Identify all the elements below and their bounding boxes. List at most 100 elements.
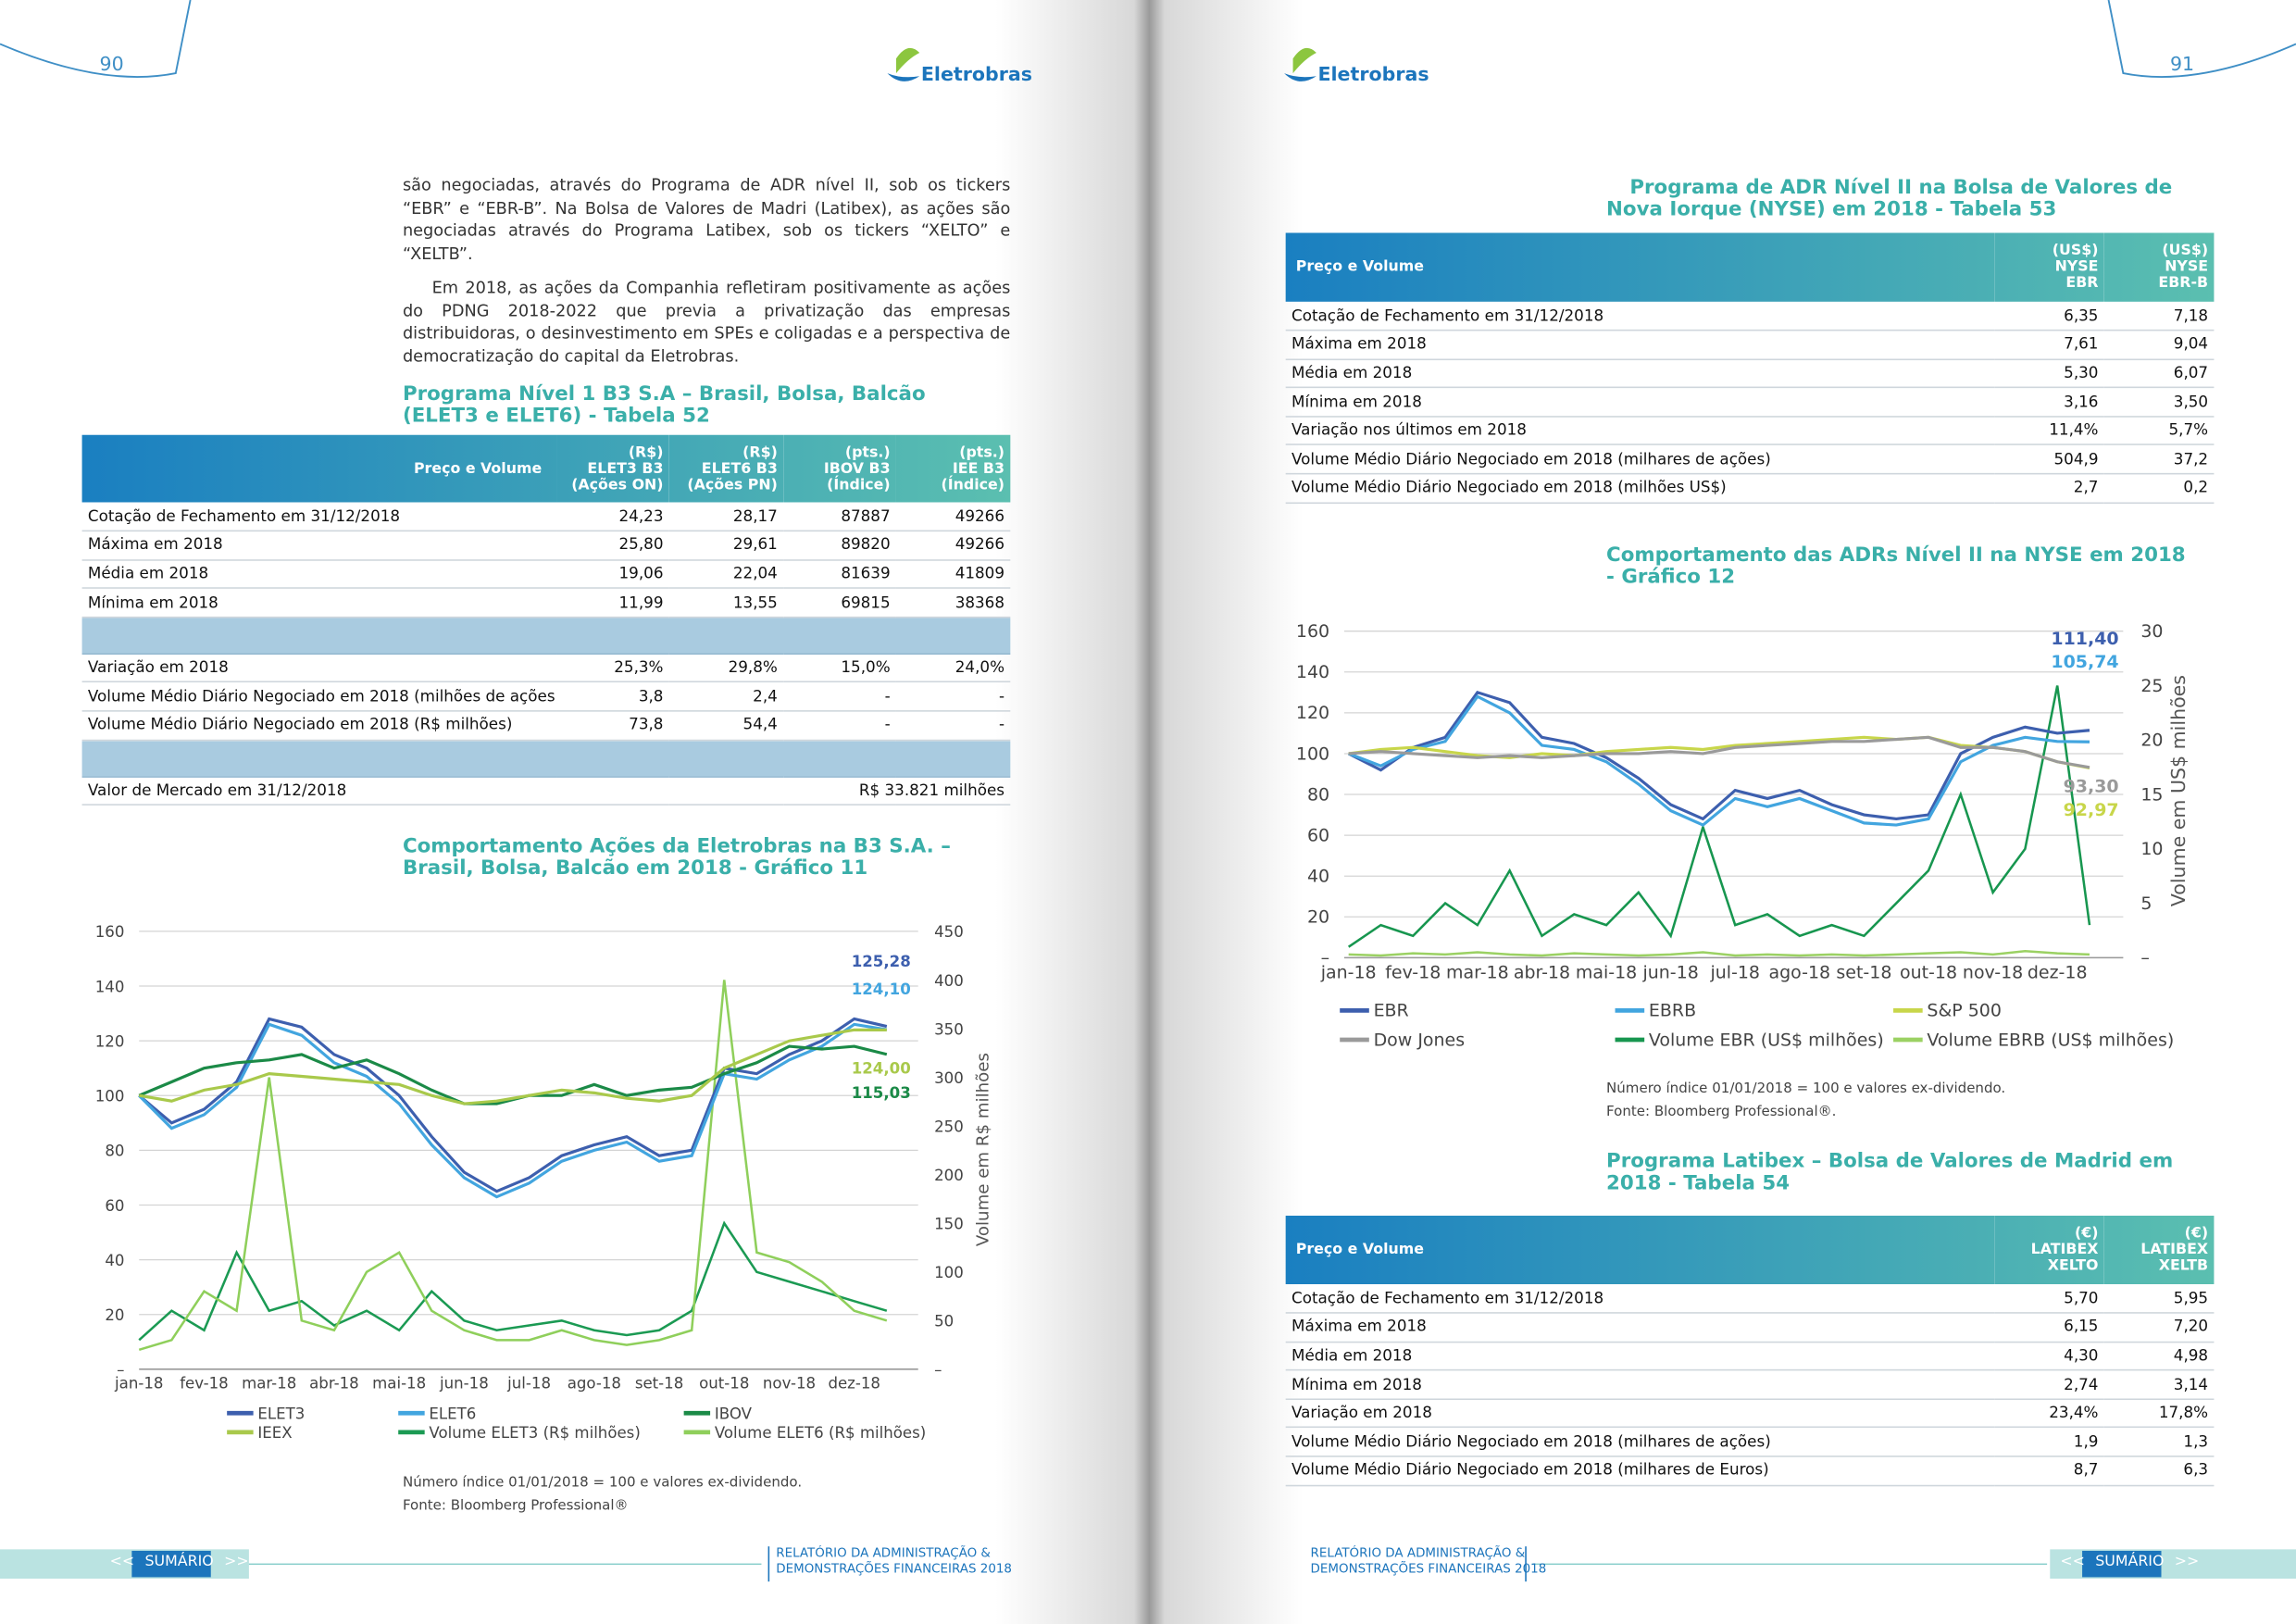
nav[interactable]: << SUMÁRIO >> — [110, 1554, 249, 1569]
header-text: (US$) — [2052, 243, 2099, 259]
cell: 4,30 — [1994, 1342, 2104, 1371]
note: Fonte: Bloomberg Professional® — [402, 1498, 629, 1515]
cell: Cotação de Fechamento em 31/12/2018 — [81, 502, 557, 532]
series-line — [138, 1017, 888, 1193]
cell: Valor de Mercado em 31/12/2018 — [81, 776, 557, 806]
cell: Variação em 2018 — [1285, 1399, 1995, 1429]
y-tick-label: 160 — [1296, 621, 1329, 642]
cell: 11,4% — [1994, 416, 2104, 446]
y2-tick-label: 5 — [2140, 893, 2152, 914]
y2-tick-label: 400 — [934, 972, 964, 990]
header-cell: (€) LATIBEX XELTO — [1994, 1216, 2104, 1284]
cell: 2,4 — [668, 681, 784, 712]
table-title: Programa Latibex – Bolsa de Valores de M… — [1606, 1149, 2174, 1195]
y2-tick-label: 250 — [934, 1118, 964, 1135]
x-tick-label: nov-18 — [1963, 963, 2023, 983]
row: Variação em 2018 25,3% 29,8% 15,0% 24,0% — [81, 654, 1011, 683]
header-text: (Índice) — [941, 476, 1004, 493]
y2-tick-label: 50 — [934, 1313, 954, 1330]
y2-tick-label: 10 — [2140, 839, 2163, 859]
header-text: XELTB — [2158, 1257, 2209, 1275]
y2-tick-label: 450 — [934, 923, 964, 941]
x-tick-label: abr-18 — [309, 1374, 359, 1392]
row: Valor de Mercado em 31/12/2018 R$ 33.821 … — [81, 776, 1011, 806]
row: Variação nos últimos em 2018 11,4% 5,7% — [1285, 416, 2215, 446]
annotation: 92,97 — [2064, 800, 2119, 820]
legend-label: Volume EBR (US$ milhões) — [1649, 1030, 1884, 1050]
cell: 6,15 — [1994, 1313, 2104, 1343]
cell: Volume Médio Diário Negociado em 2018 (m… — [81, 681, 557, 712]
next[interactable]: >> — [224, 1554, 249, 1570]
legend-label: Dow Jones — [1374, 1030, 1466, 1050]
header-cell: (US$) NYSE EBR-B — [2104, 232, 2215, 301]
cell: 13,55 — [668, 588, 784, 618]
header-cell: (R$) ELET3 B3 (Ações ON) — [556, 435, 669, 503]
sumario[interactable]: SUMÁRIO — [2095, 1554, 2165, 1570]
row: Média em 2018 5,30 6,07 — [1285, 358, 2215, 389]
x-tick-label: mai-18 — [1576, 963, 1637, 983]
y-tick-label: 80 — [105, 1143, 124, 1160]
logo: Eletrobras — [1317, 64, 1429, 87]
table-title: Programa de ADR Nível II na Bolsa de Val… — [1606, 175, 2173, 221]
header-text: ELET3 B3 — [587, 460, 664, 477]
x-tick-label: jul-18 — [1709, 963, 1760, 983]
header-text: (R$) — [628, 444, 664, 461]
annotation: 93,30 — [2064, 777, 2119, 797]
cell: 37,2 — [2103, 444, 2215, 475]
header-text: Preço e Volume — [413, 460, 543, 477]
legend-label: IEEX — [257, 1424, 292, 1442]
table: Preço e Volume (US$) NYSE EBR (US$) NYSE EBR-B… — [1285, 232, 2215, 504]
cell: 3,8 — [556, 681, 669, 712]
row: Média em 2018 19,06 22,04 81639 41809 — [81, 559, 1011, 590]
header-cell: (pts.) IEE B3 (Índice) — [896, 435, 1010, 503]
y2-tick-label: – — [934, 1361, 942, 1379]
cell: 2,74 — [1994, 1370, 2104, 1400]
prev[interactable]: << — [109, 1554, 135, 1570]
y2-tick-label: 30 — [2140, 621, 2163, 642]
legend-label: S&P 500 — [1927, 1001, 2002, 1021]
report-line: DEMONSTRAÇÕES FINANCEIRAS 2018 — [776, 1562, 1013, 1578]
cell: Cotação de Fechamento em 31/12/2018 — [1285, 301, 1995, 331]
cell: 49266 — [895, 531, 1011, 561]
cell: 5,95 — [2103, 1284, 2215, 1314]
x-tick-label: set-18 — [1836, 963, 1891, 983]
header-text: (Ações PN) — [687, 476, 778, 493]
y2-tick-label: 300 — [934, 1069, 964, 1087]
next[interactable]: >> — [2174, 1554, 2200, 1570]
report-name: RELATÓRIO DA ADMINISTRAÇÃO & DEMONSTRAÇÕE… — [776, 1546, 1012, 1579]
annotation: 124,00 — [852, 1059, 911, 1077]
nav[interactable]: << SUMÁRIO >> — [2060, 1554, 2199, 1569]
cell: 8,7 — [1994, 1456, 2104, 1486]
series-line — [1348, 735, 2090, 769]
cell: Máxima em 2018 — [81, 531, 557, 561]
sumario[interactable]: SUMÁRIO — [144, 1554, 214, 1570]
header-text: (US$) — [2162, 243, 2209, 259]
x-tick-label: jul-18 — [506, 1374, 551, 1392]
y2-axis-label: Volume em US$ milhões — [2167, 675, 2190, 906]
y-tick-label: 100 — [95, 1088, 125, 1106]
header-text: LATIBEX — [2030, 1242, 2099, 1258]
cell: 11,99 — [556, 588, 669, 618]
cell: 54,4 — [668, 710, 784, 741]
cell: 23,4% — [1994, 1399, 2104, 1429]
y2-tick-label: 150 — [934, 1216, 964, 1233]
y-tick-label: 100 — [1296, 743, 1329, 764]
cell: 69815 — [783, 588, 896, 618]
row: Cotação de Fechamento em 31/12/2018 6,35 7… — [1285, 301, 2215, 331]
cell: Máxima em 2018 — [1285, 330, 1995, 360]
y-tick-label: – — [117, 1361, 124, 1379]
header-text: (Índice) — [827, 476, 891, 493]
cell: Volume Médio Diário Negociado em 2018 (R… — [81, 710, 557, 741]
row: Cotação de Fechamento em 31/12/2018 24,23… — [81, 502, 1011, 532]
legend-label: EBR — [1374, 1001, 1409, 1021]
y-tick-label: 60 — [1307, 825, 1329, 845]
legend-label: Volume ELET3 (R$ milhões) — [429, 1424, 640, 1442]
x-tick-label: set-18 — [635, 1374, 683, 1392]
table: Preço e Volume (R$) ELET3 B3 (Ações ON) (R$)… — [81, 434, 1011, 806]
y2-axis-label: Volume em R$ milhões — [974, 1053, 993, 1246]
x-tick-label: dez-18 — [2028, 963, 2088, 983]
header-row: Preço e Volume (R$) ELET3 B3 (Ações ON) (R$)… — [81, 434, 1011, 503]
prev[interactable]: << — [2060, 1554, 2085, 1570]
